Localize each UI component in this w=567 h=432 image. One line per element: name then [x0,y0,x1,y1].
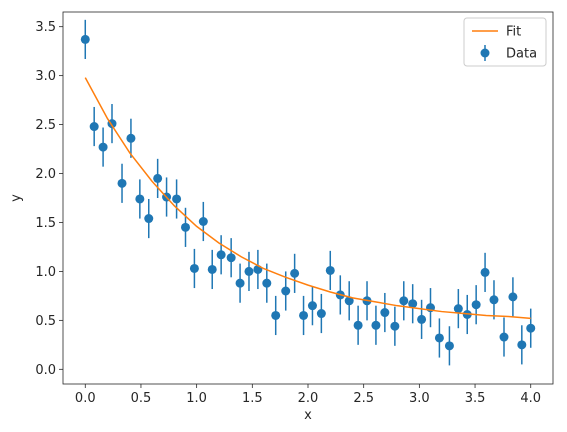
data-point [281,286,291,296]
data-point [316,309,326,319]
data-point [98,142,108,152]
data-point [399,296,409,306]
y-tick-label: 3.5 [35,20,56,35]
x-tick-label: 0.0 [75,391,96,406]
x-tick-label: 0.5 [131,391,152,406]
data-point [371,320,381,330]
data-point [135,194,145,204]
x-tick-label: 1.5 [242,391,263,406]
data-point [307,301,317,311]
data-point [508,292,518,302]
data-point [480,267,490,277]
y-tick-label: 0.5 [35,314,56,329]
data-point [198,216,208,226]
data-point [207,264,217,274]
legend-fit-label: Fit [506,25,521,40]
data-point [526,323,536,333]
data-point [244,266,254,276]
data-point [380,308,390,318]
data-point [216,250,226,260]
x-axis-ticks: 0.0 0.5 1.0 1.5 2.0 2.5 3.0 3.5 4.0 [75,384,541,406]
data-point [89,122,99,132]
y-tick-label: 0.0 [35,363,56,378]
x-tick-label: 1.0 [186,391,207,406]
x-tick-label: 2.5 [353,391,374,406]
data-point [353,320,363,330]
data-point [226,253,236,263]
y-axis-ticks: 0.0 0.5 1.0 1.5 2.0 2.5 3.0 3.5 [35,20,63,378]
x-tick-label: 4.0 [520,391,541,406]
data-point [434,333,444,343]
data-point [262,278,272,288]
data-point [181,222,190,232]
data-point [153,173,163,183]
data-point [271,310,281,320]
data-point [126,133,136,143]
x-tick-label: 3.0 [409,391,430,406]
data-point [489,295,499,305]
data-point [444,341,454,351]
data-point [144,214,154,224]
data-point [499,332,509,342]
y-axis-label: y [9,194,24,202]
data-point [80,34,90,44]
y-tick-label: 2.5 [35,118,56,133]
legend-data-label: Data [506,47,537,62]
y-tick-label: 3.0 [35,69,56,84]
data-point [290,268,300,278]
data-point [172,194,182,204]
legend: Fit Data [463,17,547,67]
data-point [299,310,309,320]
data-point [325,265,335,275]
data-point [235,278,245,288]
x-axis-label: x [304,408,312,423]
y-tick-label: 2.0 [35,167,56,182]
y-tick-label: 1.0 [35,265,56,280]
fit-line [84,77,531,320]
data-point [189,263,199,273]
data-point [117,178,127,188]
data-point [517,340,527,350]
data-point [408,299,418,309]
x-tick-label: 2.0 [298,391,319,406]
x-tick-label: 3.5 [465,391,486,406]
legend-data-marker-swatch [480,48,490,58]
data-layer [80,19,536,366]
data-point [453,304,463,314]
y-tick-label: 1.5 [35,216,56,231]
data-point [390,321,400,331]
data-point [471,300,481,310]
data-point [417,314,427,324]
data-point [344,296,354,306]
